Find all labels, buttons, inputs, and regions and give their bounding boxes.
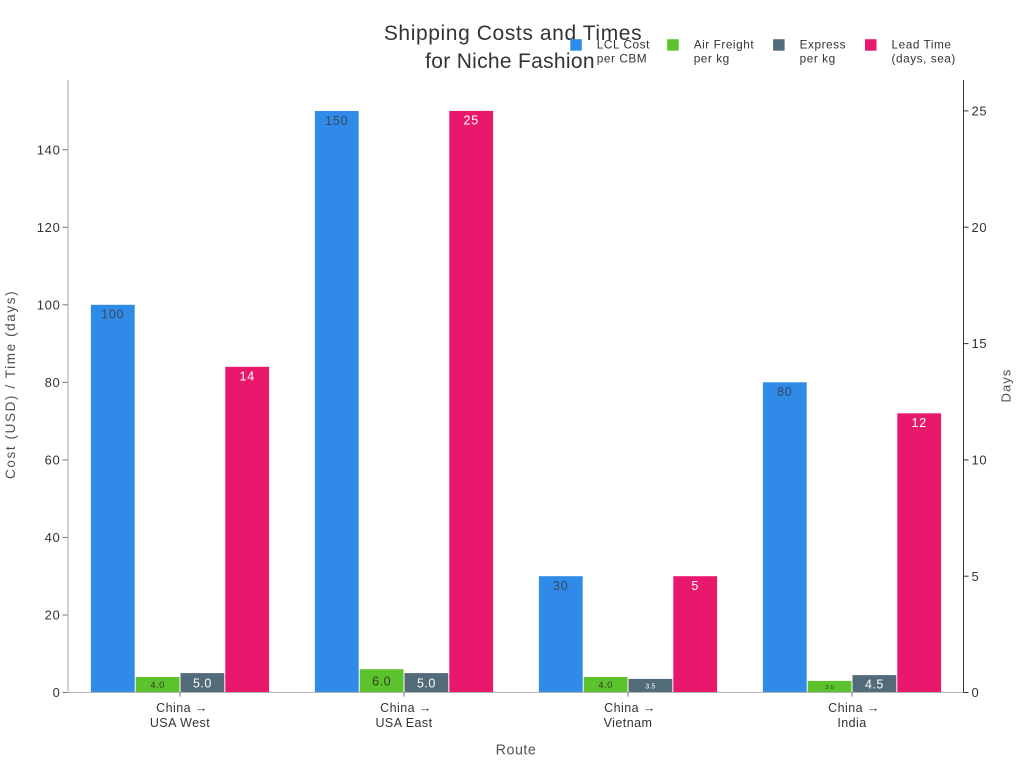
svg-text:Lead Time: Lead Time (892, 37, 952, 51)
svg-text:5.0: 5.0 (417, 676, 436, 690)
svg-text:0: 0 (972, 685, 980, 700)
svg-text:USA East: USA East (375, 716, 432, 730)
svg-text:30: 30 (553, 579, 569, 593)
svg-text:Cost (USD) / Time (days): Cost (USD) / Time (days) (3, 290, 18, 479)
svg-text:(days, sea): (days, sea) (892, 51, 956, 65)
svg-text:China →: China → (604, 701, 656, 715)
svg-text:3.0: 3.0 (825, 685, 834, 691)
svg-text:USA West: USA West (150, 716, 210, 730)
svg-text:China →: China → (380, 701, 432, 715)
svg-text:Days: Days (998, 368, 1013, 402)
svg-text:Vietnam: Vietnam (604, 716, 653, 730)
svg-text:80: 80 (45, 375, 61, 390)
svg-text:China →: China → (156, 701, 208, 715)
svg-text:China →: China → (828, 701, 880, 715)
svg-text:5: 5 (691, 579, 699, 593)
svg-text:5.0: 5.0 (193, 676, 212, 690)
svg-text:0: 0 (53, 685, 61, 700)
svg-text:per CBM: per CBM (597, 51, 647, 65)
svg-text:4.0: 4.0 (598, 679, 613, 690)
svg-text:140: 140 (37, 142, 61, 157)
svg-text:per kg: per kg (800, 51, 836, 65)
svg-text:per kg: per kg (694, 51, 730, 65)
svg-text:Route: Route (496, 743, 537, 759)
svg-text:20: 20 (45, 608, 61, 623)
svg-text:80: 80 (777, 385, 793, 399)
svg-text:10: 10 (972, 453, 988, 468)
svg-text:for Niche Fashion: for Niche Fashion (425, 50, 595, 73)
svg-text:100: 100 (37, 297, 61, 312)
svg-text:3.5: 3.5 (645, 683, 655, 690)
svg-text:LCL Cost: LCL Cost (597, 37, 650, 51)
svg-text:100: 100 (101, 308, 124, 322)
svg-text:6.0: 6.0 (372, 674, 391, 688)
svg-text:India: India (837, 716, 866, 730)
svg-text:12: 12 (911, 416, 927, 430)
svg-text:25: 25 (972, 104, 988, 119)
svg-text:4.0: 4.0 (150, 679, 165, 690)
svg-text:20: 20 (972, 220, 988, 235)
svg-text:25: 25 (463, 114, 479, 128)
svg-text:5: 5 (972, 569, 980, 584)
svg-text:4.5: 4.5 (865, 677, 884, 691)
svg-text:Express: Express (800, 37, 846, 51)
svg-text:Air Freight: Air Freight (694, 37, 755, 51)
svg-text:40: 40 (45, 530, 61, 545)
svg-text:120: 120 (37, 220, 61, 235)
svg-text:60: 60 (45, 453, 61, 468)
svg-text:15: 15 (972, 336, 988, 351)
svg-text:14: 14 (239, 370, 255, 384)
svg-text:150: 150 (325, 114, 348, 128)
